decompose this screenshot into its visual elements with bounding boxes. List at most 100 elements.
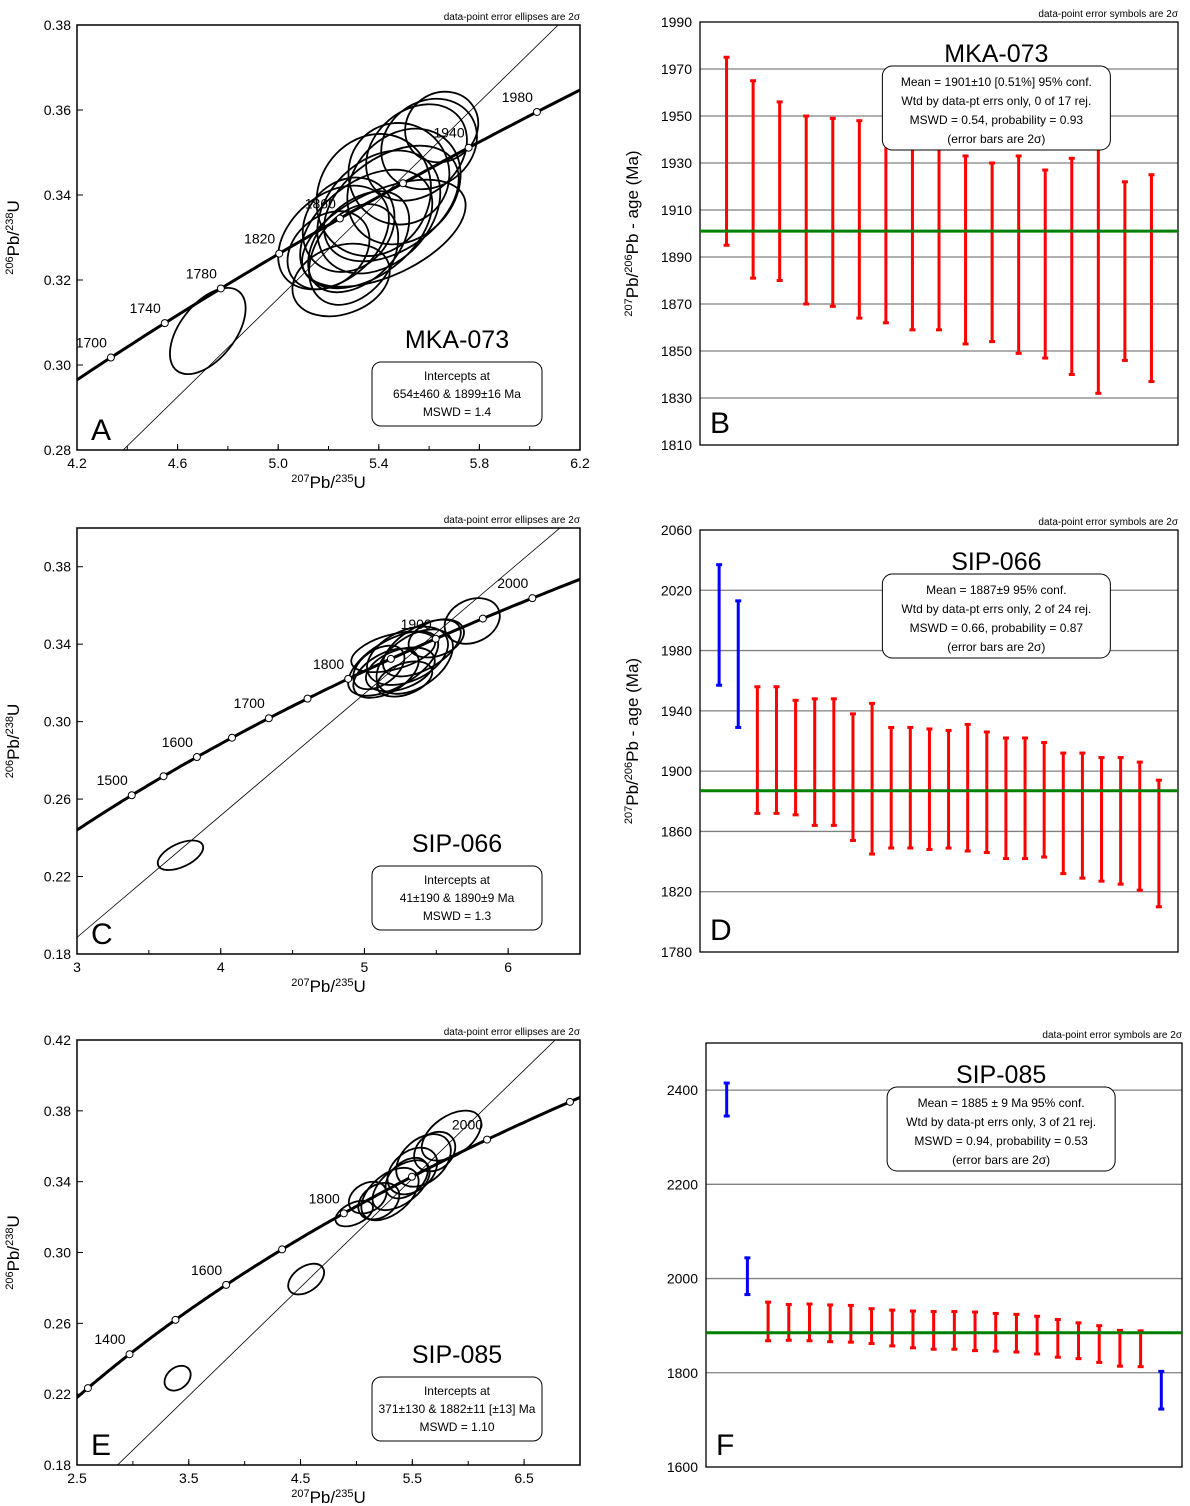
error-ellipse <box>156 839 205 871</box>
age-marker <box>565 1097 574 1106</box>
age-marker <box>532 107 541 116</box>
y-tick-label: 1980 <box>661 643 692 659</box>
intercept-box <box>371 1376 543 1442</box>
y-tick-label: 0.26 <box>44 1315 71 1331</box>
y-tick-label: 1890 <box>661 249 692 265</box>
y-axis-label: 206Pb/238U <box>4 200 23 275</box>
age-marker <box>431 634 440 643</box>
age-marker <box>125 1350 134 1359</box>
panel-letter: F <box>716 1429 734 1462</box>
y-tick-label: 1990 <box>661 14 692 30</box>
age-marker <box>478 614 487 623</box>
intercept-line: 41±190 & 1890±9 Ma <box>400 891 515 905</box>
x-axis-label: 207Pb/235U <box>291 1488 366 1506</box>
panel-c: data-point error ellipses are 2σ 1500 1600… <box>4 515 581 996</box>
isotope-superscript: 238 <box>4 716 16 734</box>
age-label: 1860 <box>305 196 336 212</box>
y-tick-label: 1910 <box>661 202 692 218</box>
age-label: 1900 <box>401 616 432 632</box>
y-tick-label: 2060 <box>661 522 692 538</box>
age-marker <box>56 388 63 395</box>
error-ellipse <box>347 630 440 697</box>
age-label: 1780 <box>186 265 217 281</box>
mean-box-line: Mean = 1901±10 [0.51%] 95% conf. <box>901 75 1092 89</box>
y-tick-label: 0.18 <box>44 946 71 962</box>
isotope-superscript: 206 <box>4 1271 16 1289</box>
x-tick-label: 3.5 <box>179 1470 199 1486</box>
y-tick-label: 1800 <box>667 1365 698 1381</box>
error-note: data-point error symbols are 2σ <box>1038 9 1178 20</box>
age-label: 1500 <box>97 772 128 788</box>
isotope-text: Pb/ <box>4 1246 23 1272</box>
age-marker <box>278 1245 287 1254</box>
y-axis-label: 207Pb/206Pb - age (Ma) <box>623 658 642 824</box>
isotope-text: U <box>353 1488 365 1506</box>
y-tick-label: 0.38 <box>44 1103 71 1119</box>
age-marker <box>344 674 353 683</box>
x-tick-label: 4.5 <box>291 1470 311 1486</box>
error-ellipse <box>443 597 501 645</box>
error-ellipse <box>287 1262 325 1296</box>
plot-frame <box>705 1042 1183 1468</box>
isotope-text: Pb/ <box>310 1488 336 1506</box>
panel-b: data-point error symbols are 2σ 1810 1830 1… <box>623 9 1179 453</box>
error-ellipse <box>277 184 390 291</box>
x-tick-label: 6 <box>504 959 512 975</box>
mean-box-line: MSWD = 0.94, probability = 0.53 <box>914 1134 1088 1148</box>
y-tick-label: 1940 <box>661 703 692 719</box>
age-label: 1980 <box>502 89 533 105</box>
sample-name: MKA-073 <box>405 326 509 354</box>
error-ellipse <box>347 1180 388 1215</box>
isotope-superscript: 206 <box>4 256 16 274</box>
y-axis-label: 206Pb/238U <box>4 704 23 779</box>
x-tick-label: 2.5 <box>67 1470 87 1486</box>
isotope-text: U <box>353 977 365 996</box>
age-marker <box>160 319 169 328</box>
panel-e: data-point error ellipses are 2σ 1400 1600… <box>4 1027 581 1506</box>
mean-box <box>881 573 1111 659</box>
isotope-text: U <box>4 200 23 212</box>
y-tick-label: 1950 <box>661 108 692 124</box>
y-tick-label: 2400 <box>667 1082 698 1098</box>
sample-name: SIP-066 <box>412 830 502 858</box>
intercept-line: 371±130 & 1882±11 [±13] Ma <box>379 1402 536 1416</box>
panel-letter: C <box>91 918 113 951</box>
y-tick-label: 0.30 <box>44 1245 71 1261</box>
y-tick-label: 1780 <box>661 944 692 960</box>
error-ellipse <box>404 90 480 164</box>
age-label: 1940 <box>433 125 464 141</box>
sample-name: SIP-066 <box>951 548 1041 576</box>
age-marker <box>127 791 136 800</box>
error-ellipse <box>360 1166 420 1222</box>
isotope-superscript: 235 <box>335 473 353 485</box>
isotope-superscript: 235 <box>335 1488 353 1500</box>
error-ellipse <box>291 242 391 318</box>
x-tick-label: 5.0 <box>268 455 288 471</box>
age-label: 2000 <box>497 575 528 591</box>
x-tick-label: 5.4 <box>369 455 389 471</box>
isotope-text: U <box>4 704 23 716</box>
isotope-text: Pb/ <box>4 231 23 257</box>
mean-box <box>881 65 1111 151</box>
panel-letter: D <box>710 914 732 947</box>
concordia-curve <box>77 577 580 832</box>
isotope-superscript: 238 <box>4 213 16 231</box>
age-marker <box>398 179 407 188</box>
y-tick-label: 0.30 <box>44 357 71 373</box>
mean-box-line: MSWD = 0.54, probability = 0.93 <box>910 113 1084 127</box>
y-tick-label: 0.38 <box>44 17 71 33</box>
error-note: data-point error ellipses are 2σ <box>444 515 581 526</box>
plot-area: 1400 1600 1800 2000 <box>77 1040 580 1465</box>
age-marker <box>216 284 225 293</box>
x-tick-label: 4 <box>217 959 225 975</box>
panel-f: data-point error symbols are 2σ 1600 1800 2… <box>667 1030 1183 1475</box>
x-tick-label: 4.2 <box>67 455 87 471</box>
x-axis-label: 207Pb/235U <box>291 473 366 492</box>
isotope-superscript: 206 <box>623 254 635 272</box>
x-tick-label: 3 <box>73 959 81 975</box>
age-marker <box>386 654 395 663</box>
x-tick-label: 6.5 <box>514 1470 534 1486</box>
mean-box-line: Mean = 1887±9 95% conf. <box>926 583 1066 597</box>
x-axis-label: 207Pb/235U <box>291 977 366 996</box>
panel-d: data-point error symbols are 2σ 1780 1820 1… <box>623 517 1179 960</box>
